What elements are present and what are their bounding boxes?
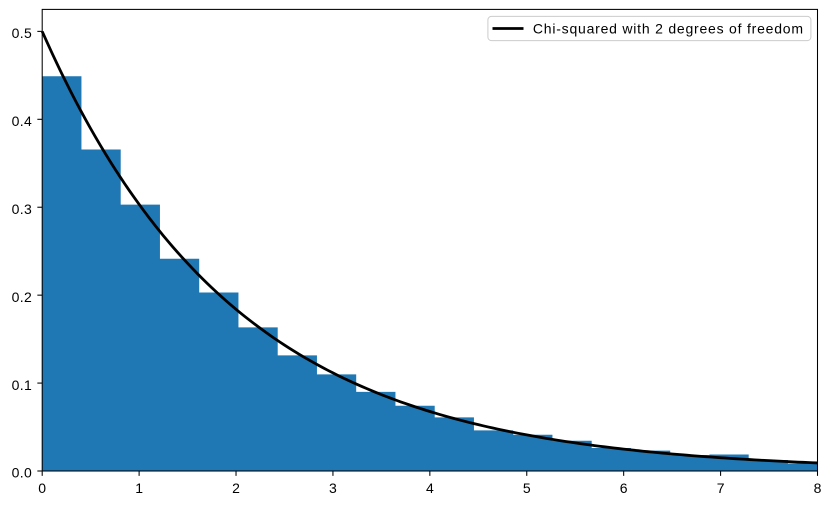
svg-text:0.1: 0.1 [12, 377, 33, 393]
svg-text:7: 7 [717, 480, 725, 496]
svg-text:0.2: 0.2 [12, 289, 33, 305]
svg-text:5: 5 [523, 480, 531, 496]
svg-text:1: 1 [135, 480, 143, 496]
svg-text:4: 4 [426, 480, 434, 496]
svg-text:0: 0 [38, 480, 46, 496]
svg-text:0.5: 0.5 [12, 25, 33, 41]
svg-text:0.3: 0.3 [12, 201, 33, 217]
svg-text:6: 6 [620, 480, 628, 496]
svg-text:8: 8 [814, 480, 822, 496]
svg-text:0.0: 0.0 [12, 465, 33, 481]
svg-text:2: 2 [232, 480, 240, 496]
svg-text:0.4: 0.4 [12, 113, 33, 129]
svg-text:Chi-squared with 2 degrees of: Chi-squared with 2 degrees of freedom [533, 21, 804, 37]
svg-text:3: 3 [329, 480, 337, 496]
